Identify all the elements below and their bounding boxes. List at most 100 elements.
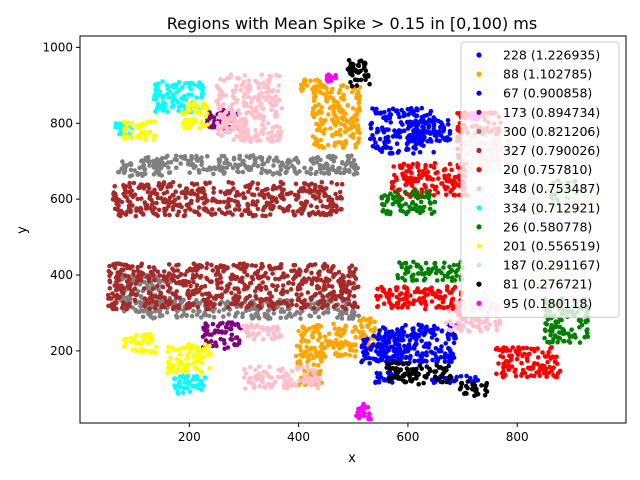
data-point	[311, 305, 317, 311]
data-point	[445, 185, 450, 190]
data-point	[258, 299, 263, 304]
data-point	[569, 327, 574, 333]
data-point	[436, 118, 441, 124]
data-point	[235, 310, 240, 315]
data-point	[341, 170, 347, 176]
data-point	[134, 349, 139, 354]
data-point	[236, 290, 242, 295]
data-point	[562, 338, 567, 344]
data-point	[403, 379, 409, 385]
data-point	[313, 353, 319, 359]
data-point	[205, 122, 210, 127]
data-point	[246, 94, 251, 100]
data-point	[404, 285, 410, 291]
data-point	[300, 86, 306, 92]
data-point	[400, 275, 405, 281]
data-point	[546, 349, 551, 355]
data-point	[504, 359, 510, 364]
data-point	[215, 267, 221, 273]
data-point	[233, 301, 239, 306]
data-point	[107, 263, 112, 269]
data-point	[338, 170, 343, 176]
data-point	[388, 151, 394, 156]
data-point	[207, 180, 212, 185]
data-point	[134, 332, 139, 338]
data-point	[234, 335, 240, 340]
data-point	[403, 349, 408, 354]
data-point	[154, 344, 159, 350]
data-point	[145, 130, 151, 136]
data-point	[248, 280, 254, 286]
data-point	[226, 202, 231, 207]
data-point	[435, 278, 440, 283]
data-point	[423, 165, 428, 171]
data-point	[267, 155, 272, 160]
data-point	[147, 159, 152, 164]
data-point	[410, 367, 416, 372]
data-point	[465, 385, 470, 391]
data-point	[138, 132, 143, 138]
data-point	[424, 353, 429, 358]
data-point	[331, 304, 337, 310]
data-point	[260, 80, 266, 86]
data-point	[376, 294, 381, 300]
data-point	[250, 316, 255, 321]
data-point	[370, 106, 375, 111]
data-point	[439, 328, 445, 334]
data-point	[254, 137, 260, 143]
data-point	[431, 323, 437, 329]
data-point	[415, 373, 421, 378]
data-point	[275, 138, 281, 143]
data-point	[320, 203, 326, 209]
data-point	[312, 186, 318, 191]
data-point	[423, 185, 429, 190]
data-point	[166, 344, 171, 350]
data-point	[547, 364, 552, 370]
data-point	[381, 337, 387, 343]
data-point	[427, 175, 432, 180]
data-point	[420, 169, 426, 174]
data-point	[170, 273, 176, 278]
data-point	[261, 327, 266, 333]
data-point	[131, 180, 137, 186]
data-point	[339, 181, 345, 187]
data-point	[311, 114, 317, 120]
data-point	[265, 201, 271, 207]
data-point	[262, 273, 267, 279]
data-point	[431, 127, 437, 132]
data-point	[298, 200, 304, 206]
data-point	[548, 333, 553, 338]
data-point	[253, 293, 258, 299]
data-point	[431, 123, 437, 129]
data-point	[430, 177, 436, 182]
data-point	[484, 383, 489, 388]
data-point	[273, 379, 278, 384]
data-point	[341, 144, 347, 150]
data-point	[126, 301, 132, 307]
data-point	[227, 129, 233, 135]
data-point	[219, 286, 224, 291]
data-point	[220, 165, 226, 171]
data-point	[357, 108, 362, 113]
data-point	[153, 96, 159, 102]
data-point	[276, 83, 282, 88]
data-point	[158, 196, 164, 201]
data-point	[311, 276, 316, 281]
data-point	[239, 135, 244, 141]
data-point	[291, 381, 297, 386]
data-point	[146, 264, 152, 270]
data-point	[448, 189, 453, 195]
data-point	[325, 169, 331, 175]
data-point	[388, 209, 393, 215]
data-point	[408, 371, 414, 377]
data-point	[240, 314, 245, 320]
data-point	[411, 109, 416, 114]
data-point	[358, 68, 363, 74]
data-point	[361, 61, 367, 67]
data-point	[221, 338, 227, 343]
data-point	[260, 207, 266, 213]
data-point	[351, 281, 356, 286]
data-point	[578, 318, 584, 323]
data-point	[150, 299, 155, 304]
data-point	[234, 342, 240, 348]
